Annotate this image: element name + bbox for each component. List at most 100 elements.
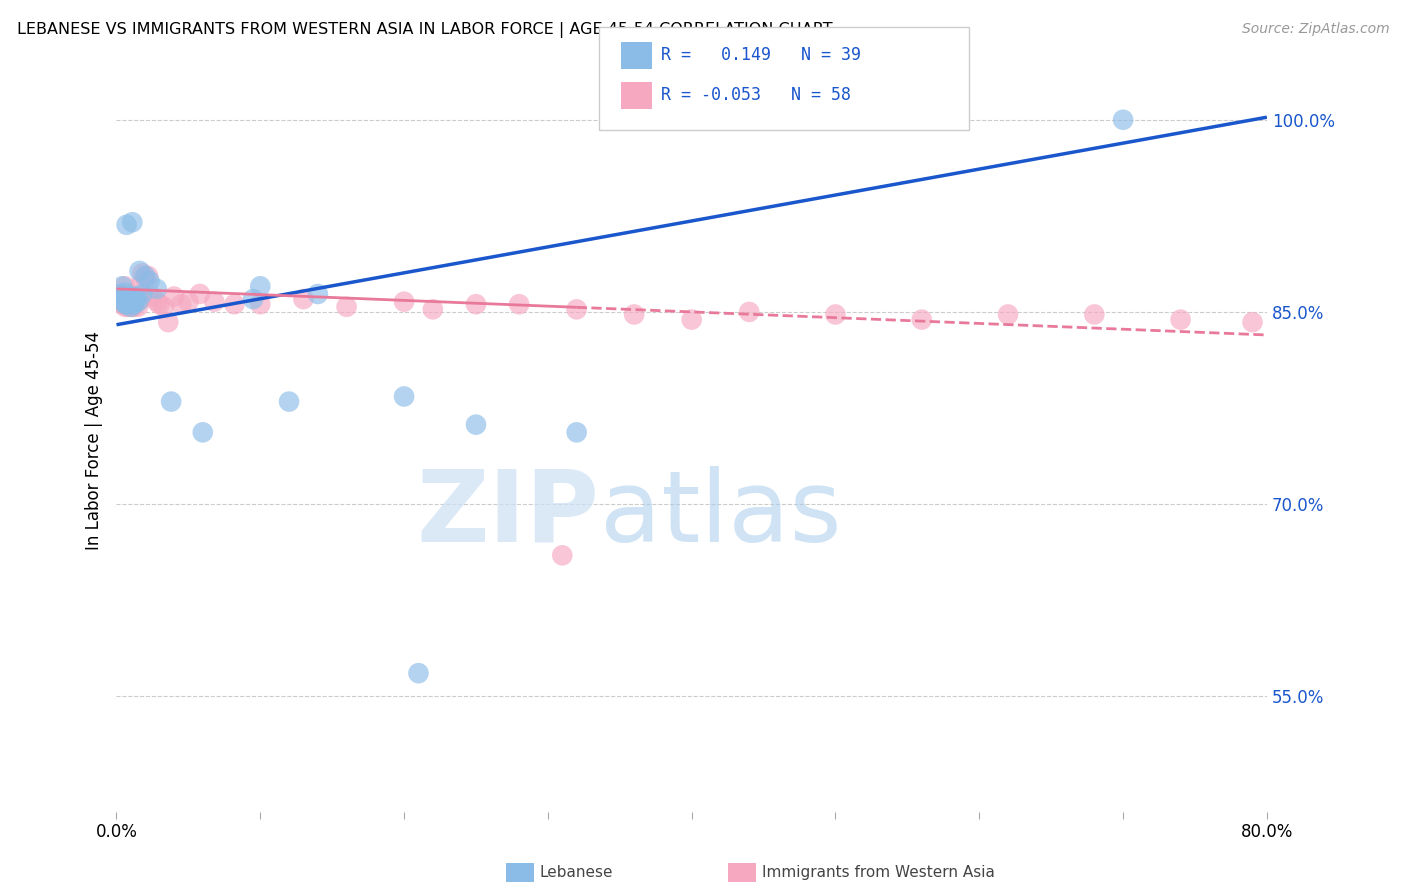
Point bbox=[122, 294, 145, 309]
Point bbox=[170, 297, 193, 311]
Point bbox=[392, 294, 415, 309]
Point bbox=[127, 294, 149, 309]
Point bbox=[160, 394, 183, 409]
Text: Source: ZipAtlas.com: Source: ZipAtlas.com bbox=[1241, 22, 1389, 37]
Point bbox=[110, 287, 132, 301]
Point bbox=[118, 289, 141, 303]
Text: LEBANESE VS IMMIGRANTS FROM WESTERN ASIA IN LABOR FORCE | AGE 45-54 CORRELATION : LEBANESE VS IMMIGRANTS FROM WESTERN ASIA… bbox=[17, 22, 832, 38]
Point bbox=[465, 417, 488, 432]
Text: Immigrants from Western Asia: Immigrants from Western Asia bbox=[762, 865, 995, 880]
Point bbox=[125, 294, 148, 309]
Point bbox=[131, 287, 153, 301]
Point bbox=[120, 292, 142, 306]
Point bbox=[124, 294, 146, 309]
Point bbox=[508, 297, 530, 311]
Point bbox=[163, 289, 186, 303]
Point bbox=[112, 294, 135, 309]
Y-axis label: In Labor Force | Age 45-54: In Labor Force | Age 45-54 bbox=[86, 331, 103, 549]
Point bbox=[188, 287, 211, 301]
Point bbox=[118, 289, 141, 303]
Point bbox=[681, 312, 703, 326]
Point bbox=[118, 297, 141, 311]
Point bbox=[249, 279, 271, 293]
Point bbox=[121, 294, 143, 309]
Point bbox=[122, 300, 145, 314]
Point bbox=[127, 300, 149, 314]
Point bbox=[202, 294, 225, 309]
Point bbox=[565, 302, 588, 317]
Point bbox=[120, 294, 142, 309]
Point bbox=[249, 297, 271, 311]
Point bbox=[124, 289, 146, 303]
Point bbox=[335, 300, 357, 314]
Point bbox=[115, 297, 138, 311]
Point bbox=[115, 297, 138, 311]
Point bbox=[134, 271, 156, 285]
Point bbox=[278, 394, 301, 409]
Point bbox=[120, 300, 142, 314]
Point bbox=[177, 294, 200, 309]
Point bbox=[117, 294, 139, 309]
Point bbox=[1241, 315, 1264, 329]
Point bbox=[121, 215, 143, 229]
Point bbox=[191, 425, 214, 440]
Point bbox=[1083, 308, 1105, 322]
Point bbox=[738, 305, 761, 319]
Text: R = -0.053   N = 58: R = -0.053 N = 58 bbox=[661, 87, 851, 104]
Point bbox=[114, 297, 136, 311]
Point bbox=[110, 289, 132, 303]
Point bbox=[134, 268, 156, 283]
Point bbox=[118, 297, 141, 311]
Point bbox=[911, 312, 934, 326]
Point bbox=[114, 300, 136, 314]
Point bbox=[122, 292, 145, 306]
Point bbox=[392, 389, 415, 403]
Point bbox=[1170, 312, 1192, 326]
Point bbox=[138, 274, 160, 288]
Point bbox=[149, 297, 172, 311]
Point bbox=[115, 289, 138, 303]
Point bbox=[1112, 112, 1135, 127]
Text: atlas: atlas bbox=[600, 466, 841, 563]
Point bbox=[115, 218, 138, 232]
Point bbox=[125, 289, 148, 303]
Point bbox=[111, 292, 134, 306]
Point bbox=[121, 300, 143, 314]
Point bbox=[129, 292, 152, 306]
Point bbox=[114, 285, 136, 300]
Point bbox=[141, 289, 163, 303]
Point bbox=[114, 279, 136, 293]
Point bbox=[224, 297, 246, 311]
Point bbox=[307, 287, 329, 301]
Point bbox=[128, 264, 150, 278]
Point bbox=[153, 300, 176, 314]
Point bbox=[242, 292, 264, 306]
Text: R =   0.149   N = 39: R = 0.149 N = 39 bbox=[661, 46, 860, 64]
Point bbox=[824, 308, 846, 322]
Point bbox=[145, 294, 167, 309]
Point bbox=[117, 292, 139, 306]
Point bbox=[465, 297, 488, 311]
Point bbox=[408, 666, 430, 681]
Point bbox=[623, 308, 645, 322]
Point bbox=[422, 302, 444, 317]
Point bbox=[128, 279, 150, 293]
Point bbox=[121, 289, 143, 303]
Point bbox=[131, 267, 153, 281]
Point bbox=[997, 308, 1019, 322]
Point bbox=[110, 292, 132, 306]
Text: Lebanese: Lebanese bbox=[540, 865, 613, 880]
Point bbox=[157, 315, 180, 329]
Point bbox=[117, 294, 139, 309]
Point bbox=[111, 297, 134, 311]
Point bbox=[122, 297, 145, 311]
Point bbox=[112, 292, 135, 306]
Point bbox=[111, 289, 134, 303]
Point bbox=[117, 300, 139, 314]
Point bbox=[292, 292, 315, 306]
Point bbox=[112, 297, 135, 311]
Point bbox=[136, 268, 159, 283]
Point bbox=[551, 549, 574, 563]
Point bbox=[112, 289, 135, 303]
Point bbox=[565, 425, 588, 440]
